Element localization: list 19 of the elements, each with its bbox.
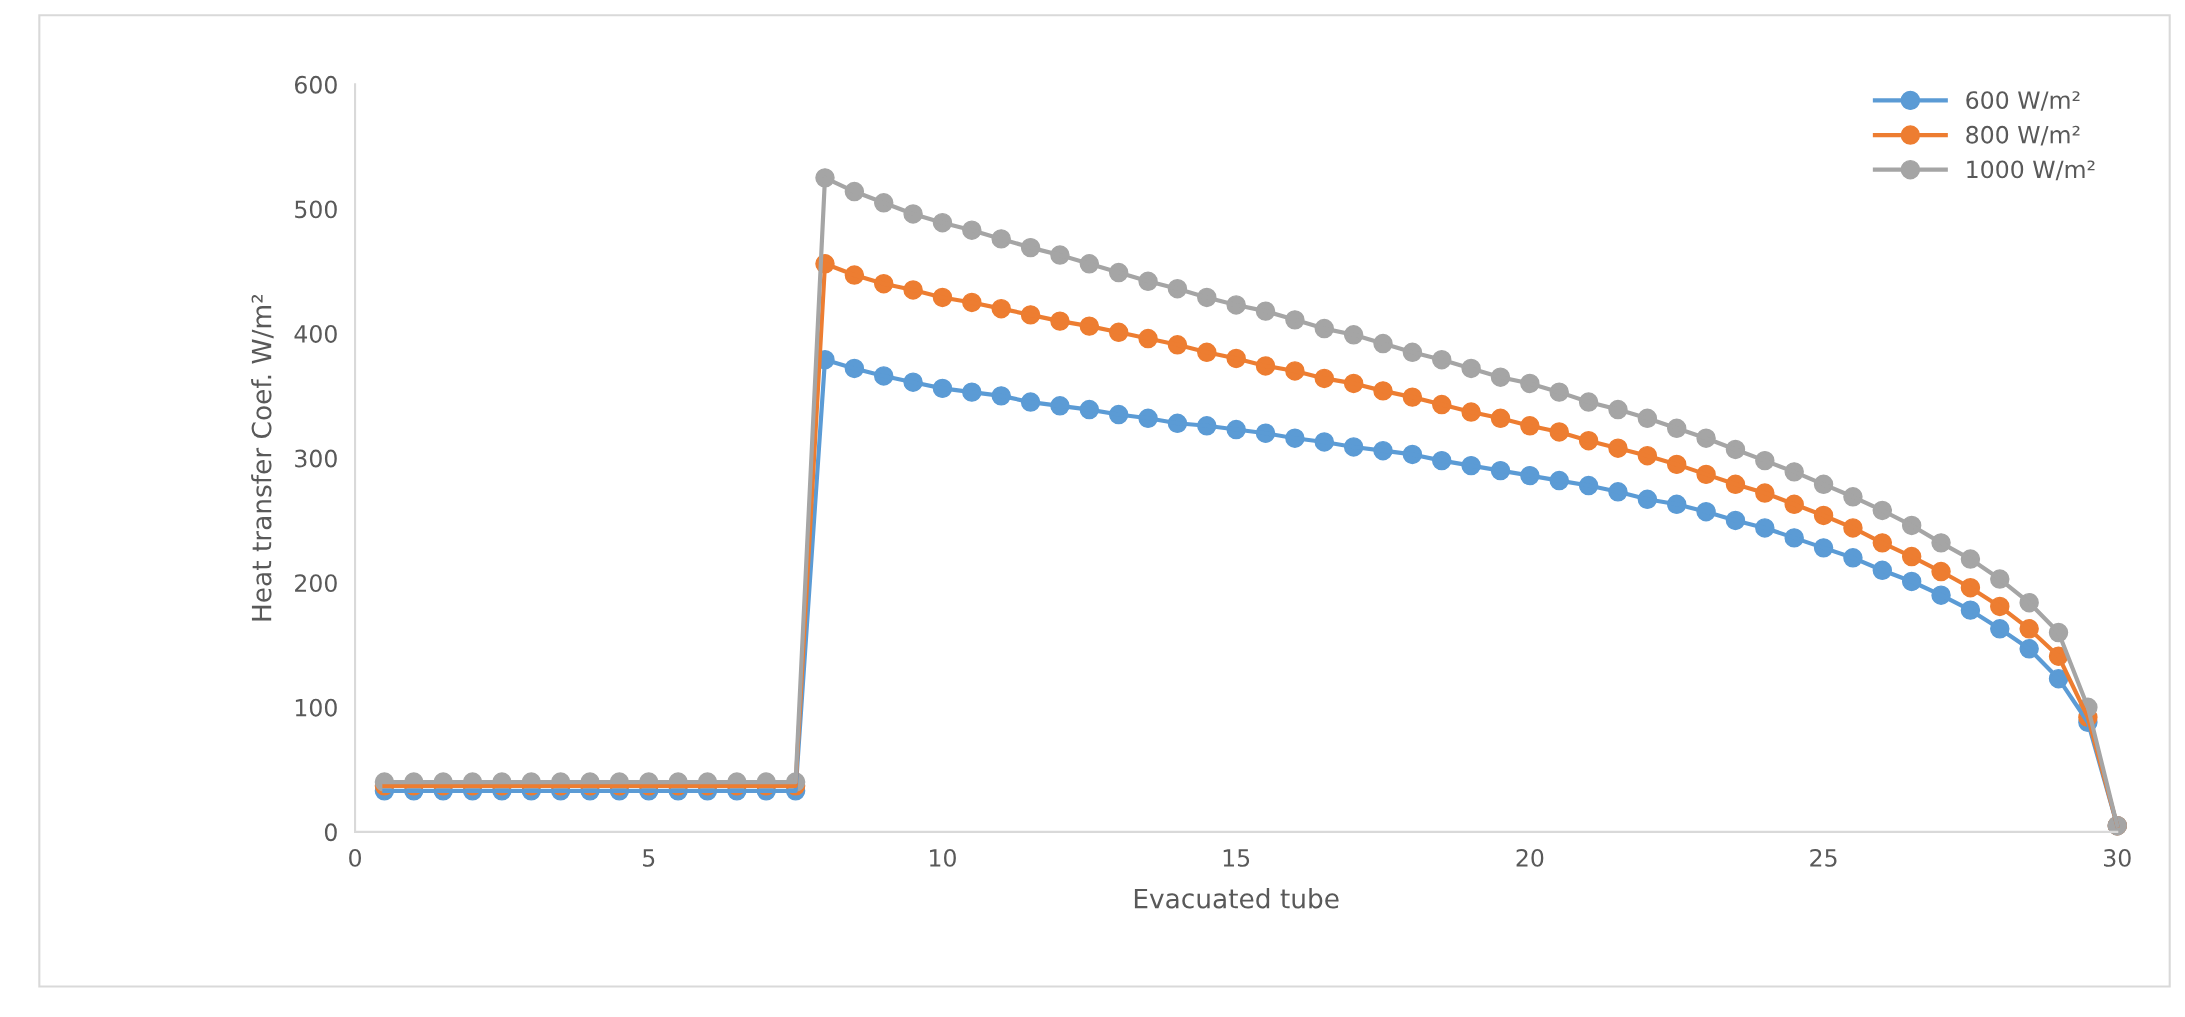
y-tick-label: 400 bbox=[294, 325, 337, 343]
y-axis-title: Heat transfer Coef. W/m² bbox=[251, 294, 274, 621]
legend-label: 600 W/m² bbox=[1966, 91, 2080, 111]
x-tick-label: 20 bbox=[1516, 848, 1544, 867]
y-tick-label: 300 bbox=[295, 449, 337, 468]
x-tick-label: 25 bbox=[1810, 848, 1837, 867]
x-tick-label: 10 bbox=[930, 848, 956, 867]
y-tick-label: 600 bbox=[294, 75, 337, 94]
y-tick-label: 0 bbox=[324, 823, 337, 842]
x-tick-label: 15 bbox=[1223, 849, 1250, 867]
x-tick-label: 30 bbox=[2104, 848, 2131, 867]
y-tick-label: 500 bbox=[295, 200, 337, 219]
x-tick-label: 0 bbox=[349, 848, 362, 867]
y-tick-label: 200 bbox=[295, 574, 337, 593]
legend-label: 800 W/m² bbox=[1966, 125, 2080, 146]
x-axis-title: Evacuated tube bbox=[1134, 888, 1339, 909]
x-tick-label: 5 bbox=[643, 849, 655, 867]
legend-label: 1000 W/m² bbox=[1967, 160, 2095, 181]
y-tick-label: 100 bbox=[295, 698, 337, 717]
